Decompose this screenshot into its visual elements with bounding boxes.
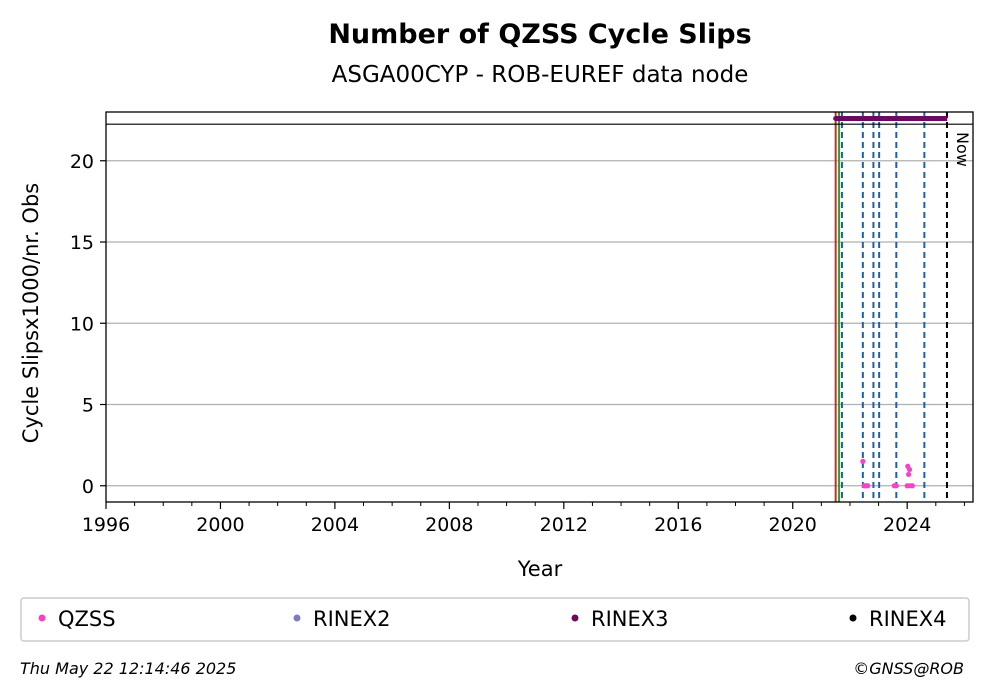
- legend-label-rinex2: RINEX2: [313, 607, 391, 631]
- legend-marker-rinex3: [571, 614, 579, 622]
- x-tick-label: 2024: [883, 514, 931, 536]
- plot-area: 0 5 10 15 20 1996 2000 2004 2008 2012 2016 2020 2024…: [70, 111, 974, 536]
- y-axis-label: Cycle Slipsx1000/nr. Obs: [19, 183, 43, 443]
- legend-marker-rinex2: [293, 614, 301, 622]
- y-tick-label: 15: [70, 232, 94, 254]
- qzss-data-point: [893, 483, 899, 489]
- chart-subtitle: ASGA00CYP - ROB-EUREF data node: [332, 62, 749, 88]
- x-tick-label: 2000: [196, 514, 244, 536]
- legend-label-qzss: QZSS: [58, 607, 116, 631]
- qzss-data-point: [906, 466, 913, 473]
- y-tick-label: 0: [82, 476, 94, 498]
- x-axis-label: Year: [517, 557, 563, 581]
- legend-label-rinex3: RINEX3: [591, 607, 669, 631]
- qzss-data-point: [860, 458, 866, 464]
- y-tick-label: 5: [82, 395, 94, 417]
- legend-marker-qzss: [38, 614, 46, 622]
- x-tick-label: 2012: [540, 514, 588, 536]
- plot-frame: [105, 111, 974, 503]
- x-tick-label: 1996: [82, 514, 130, 536]
- footer-credit: ©GNSS@ROB: [853, 659, 964, 678]
- legend: QZSS RINEX2 RINEX3 RINEX4: [38, 607, 947, 631]
- qzss-data-point: [865, 483, 871, 489]
- rinex3-availability-start: [833, 116, 839, 121]
- legend-box: [20, 597, 970, 642]
- legend-label-rinex4: RINEX4: [869, 607, 947, 631]
- x-tick-label: 2008: [425, 514, 473, 536]
- footer-timestamp: Thu May 22 12:14:46 2025: [20, 659, 236, 678]
- legend-marker-rinex4: [849, 614, 857, 622]
- now-label: Now: [953, 132, 972, 167]
- qzss-data-point: [909, 483, 915, 489]
- qzss-data-point: [906, 471, 912, 477]
- x-tick-label: 2004: [311, 514, 359, 536]
- x-tick-label: 2020: [769, 514, 817, 536]
- y-tick-label: 10: [70, 313, 94, 335]
- x-tick-label: 2016: [654, 514, 702, 536]
- chart-title: Number of QZSS Cycle Slips: [328, 19, 751, 50]
- y-tick-label: 20: [70, 151, 94, 173]
